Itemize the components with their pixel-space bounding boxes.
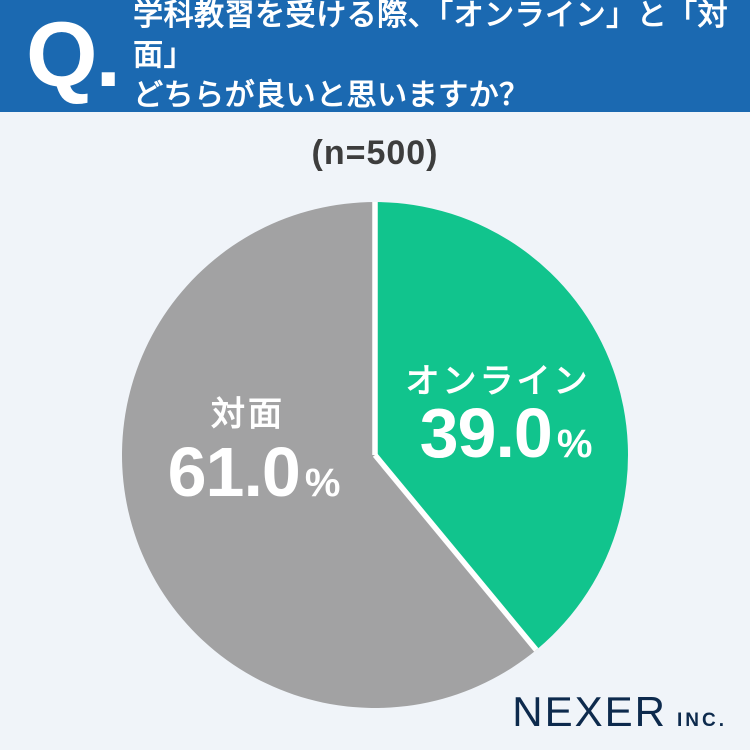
slice-value-online: 39.0 % (420, 398, 593, 468)
question-line-2: どちらが良いと思いますか？ (133, 79, 530, 112)
slice-label-taimen: 対面 (211, 395, 285, 434)
pie-slice-1 (122, 202, 537, 709)
sample-size-note: (n=500) (311, 134, 439, 172)
slice-divider (372, 453, 539, 652)
nexer-logo-brand: NEXER (512, 688, 667, 735)
slice-value-taimen-unit: % (304, 461, 341, 505)
nexer-logo-suffix: INC. (677, 710, 727, 731)
question-header: Q. 学科教習を受ける際、「オンライン」と「対面」 どちらが良いと思いますか？ (0, 0, 750, 112)
slice-value-taimen-number: 61.0 (167, 433, 301, 511)
question-text: 学科教習を受ける際、「オンライン」と「対面」 どちらが良いと思いますか？ (133, 0, 750, 116)
nexer-logo: NEXER INC. (512, 691, 727, 733)
slice-value-online-unit: % (556, 422, 593, 466)
slice-label-online: オンライン (405, 362, 591, 401)
slice-value-taimen: 61.0 % (168, 437, 341, 507)
pie-slice-0 (375, 202, 629, 650)
slice-value-online-number: 39.0 (419, 394, 553, 472)
question-line-1: 学科教習を受ける際、「オンライン」と「対面」 (133, 0, 729, 72)
q-mark: Q. (26, 4, 121, 106)
